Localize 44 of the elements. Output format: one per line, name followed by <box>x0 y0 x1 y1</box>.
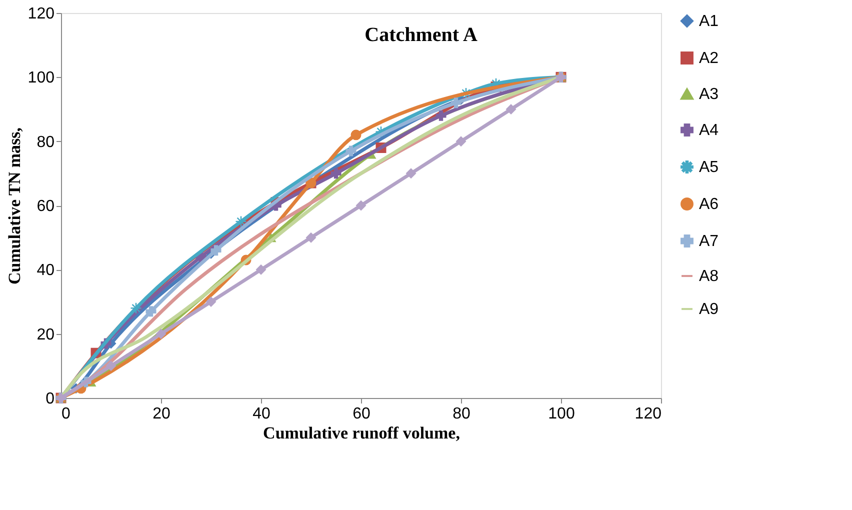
legend-label: A7 <box>699 233 719 250</box>
x-axis-title: Cumulative runoff volume, <box>263 424 460 442</box>
y-tick-label: 80 <box>36 134 55 151</box>
x-tick-label: 20 <box>152 406 170 422</box>
legend-label: A8 <box>699 268 719 285</box>
y-tick-label: 60 <box>36 198 55 215</box>
point <box>356 200 366 211</box>
legend-label: A1 <box>699 13 719 30</box>
y-tick-label: 20 <box>36 326 55 344</box>
legend-label: A5 <box>699 159 719 176</box>
point <box>306 232 316 243</box>
x-tick-label: 60 <box>352 406 370 422</box>
point <box>450 98 462 108</box>
point <box>106 360 116 372</box>
x-tick-label: 0 <box>62 406 70 422</box>
point <box>456 136 466 147</box>
point <box>436 110 446 121</box>
legend-label: A3 <box>699 86 719 103</box>
point <box>130 302 142 314</box>
x-tick-label: 100 <box>548 406 575 422</box>
point <box>406 168 416 179</box>
x-tick-label: 120 <box>634 406 662 422</box>
y-tick-label: 120 <box>28 6 55 22</box>
point <box>330 168 342 179</box>
point <box>346 146 356 156</box>
y-tick-label: 40 <box>36 262 55 280</box>
point <box>256 264 266 275</box>
point <box>506 104 516 114</box>
y-tick-label: 0 <box>46 390 55 408</box>
point <box>350 130 362 140</box>
y-tick-label: 100 <box>28 70 55 87</box>
point <box>236 216 246 227</box>
legend-label: A4 <box>699 122 719 139</box>
x-tick-label: 80 <box>452 406 470 422</box>
point <box>206 296 216 307</box>
point <box>156 328 166 340</box>
point <box>210 245 222 256</box>
legend-label: A2 <box>699 50 719 67</box>
x-tick-label: 40 <box>252 406 270 422</box>
point <box>146 306 156 317</box>
y-axis-title: Cumulative TN mass, <box>4 128 24 284</box>
text: Catchment A <box>364 24 478 46</box>
legend-label: A9 <box>699 301 719 318</box>
legend-label: A6 <box>699 196 719 213</box>
